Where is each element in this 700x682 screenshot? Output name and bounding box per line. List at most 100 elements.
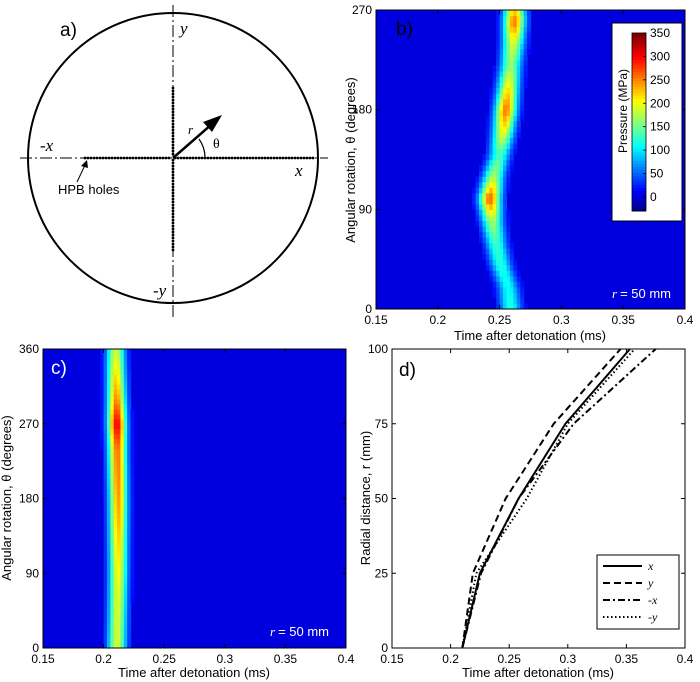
heatmap-cell [113, 353, 118, 360]
hpb-hole [257, 156, 261, 160]
heatmap-cell [103, 378, 108, 385]
heatmap-cell [520, 87, 525, 94]
heatmap-cell [503, 237, 508, 244]
heatmap-cell [130, 513, 135, 520]
panel-c-xtick-label: 0.2 [95, 652, 112, 666]
heatmap-cell [113, 383, 118, 390]
hpb-hole [171, 188, 175, 192]
heatmap-cell [485, 192, 490, 199]
hpb-hole [171, 227, 175, 231]
panel-d-axes: 0.15 0.2 0.25 0.3 0.35 0.4 0 25 50 75 100 [368, 342, 694, 666]
heatmap-cell [106, 573, 111, 579]
colorbar-tick-label: 350 [650, 26, 670, 40]
heatmap-cell [130, 538, 135, 544]
heatmap-cell [130, 433, 135, 440]
heatmap-cell [513, 87, 518, 94]
heatmap-cell [113, 458, 118, 465]
heatmap-cell [499, 137, 504, 144]
panel-c-ylabel: Angular rotation, θ (degrees) [0, 415, 14, 580]
heatmap-cell [127, 583, 132, 589]
heatmap-cell [106, 588, 111, 594]
heatmap-cell [127, 548, 132, 554]
heatmap-cell [110, 488, 115, 495]
heatmap-cell [123, 543, 128, 549]
heatmap-cell [513, 10, 518, 17]
heatmap-cell [127, 573, 132, 579]
heatmap-cell [492, 214, 497, 222]
heatmap-cell [103, 448, 108, 455]
heatmap-cell [499, 43, 504, 50]
colorbar-swatch [632, 101, 646, 105]
hpb-hole [152, 156, 156, 160]
heatmap-cell [130, 418, 135, 425]
heatmap-cell [520, 281, 525, 288]
colorbar-ticks: 0 50 100 150 200 250 300 350 [643, 26, 670, 204]
heatmap-cell [496, 248, 501, 255]
heatmap-cell [513, 37, 518, 44]
colorbar-swatch [632, 65, 646, 70]
heatmap-cell [100, 413, 105, 420]
heatmap-cell [117, 433, 122, 440]
heatmap-cell [117, 568, 122, 574]
heatmap-cell [120, 643, 125, 648]
panel-d-xtick-label: 0.3 [559, 652, 576, 666]
heatmap-cell [509, 70, 514, 78]
heatmap-cell [516, 109, 521, 116]
heatmap-cell [113, 578, 118, 584]
heatmap-cell [103, 603, 108, 609]
hpb-hole [242, 156, 246, 160]
hpb-hole [171, 212, 175, 216]
heatmap-cell [127, 478, 132, 485]
colorbar-swatch [632, 163, 646, 167]
heatmap-cell [127, 593, 132, 599]
heatmap-cell [492, 275, 497, 282]
heatmap-cell [489, 181, 494, 188]
heatmap-cell [117, 453, 122, 460]
heatmap-cell [123, 428, 128, 435]
heatmap-cell [120, 623, 125, 629]
heatmap-cell [113, 413, 118, 420]
heatmap-cell [123, 418, 128, 425]
heatmap-cell [503, 148, 508, 155]
heatmap-cell [120, 558, 125, 564]
heatmap-cell [103, 523, 108, 529]
heatmap-cell [103, 458, 108, 465]
heatmap-cell [496, 26, 501, 33]
heatmap-cell [509, 165, 514, 172]
heatmap-cell [123, 488, 128, 495]
panel-d-label: d) [399, 360, 416, 381]
heatmap-cell [103, 588, 108, 594]
heatmap-cell [482, 248, 487, 255]
heatmap-cell [492, 131, 497, 138]
heatmap-cell [503, 10, 508, 17]
heatmap-cell [506, 165, 511, 172]
heatmap-cell [499, 131, 504, 138]
heatmap-cell [123, 513, 128, 520]
heatmap-cell [506, 264, 511, 271]
heatmap-cell [113, 493, 118, 500]
heatmap-cell [110, 403, 115, 410]
heatmap-cell [127, 508, 132, 515]
heatmap-cell [472, 187, 477, 194]
heatmap-cell [123, 578, 128, 584]
heatmap-cell [499, 87, 504, 94]
heatmap-cell [479, 214, 484, 222]
heatmap-cell [499, 275, 504, 282]
heatmap-cell [485, 176, 490, 183]
heatmap-cell [523, 65, 528, 72]
heatmap-cell [496, 37, 501, 44]
heatmap-cell [103, 553, 108, 559]
heatmap-cell [496, 286, 501, 293]
heatmap-cell [106, 448, 111, 455]
heatmap-cell [520, 93, 525, 100]
heatmap-cell [527, 32, 532, 39]
heatmap-cell [117, 578, 122, 584]
colorbar-swatch [632, 205, 646, 209]
heatmap-cell [127, 393, 132, 400]
heatmap-cell [120, 533, 125, 539]
heatmap-cell [120, 538, 125, 544]
heatmap-cell [499, 93, 504, 100]
colorbar-swatch [632, 142, 646, 147]
heatmap-cell [503, 176, 508, 183]
hpb-hole [171, 173, 175, 177]
